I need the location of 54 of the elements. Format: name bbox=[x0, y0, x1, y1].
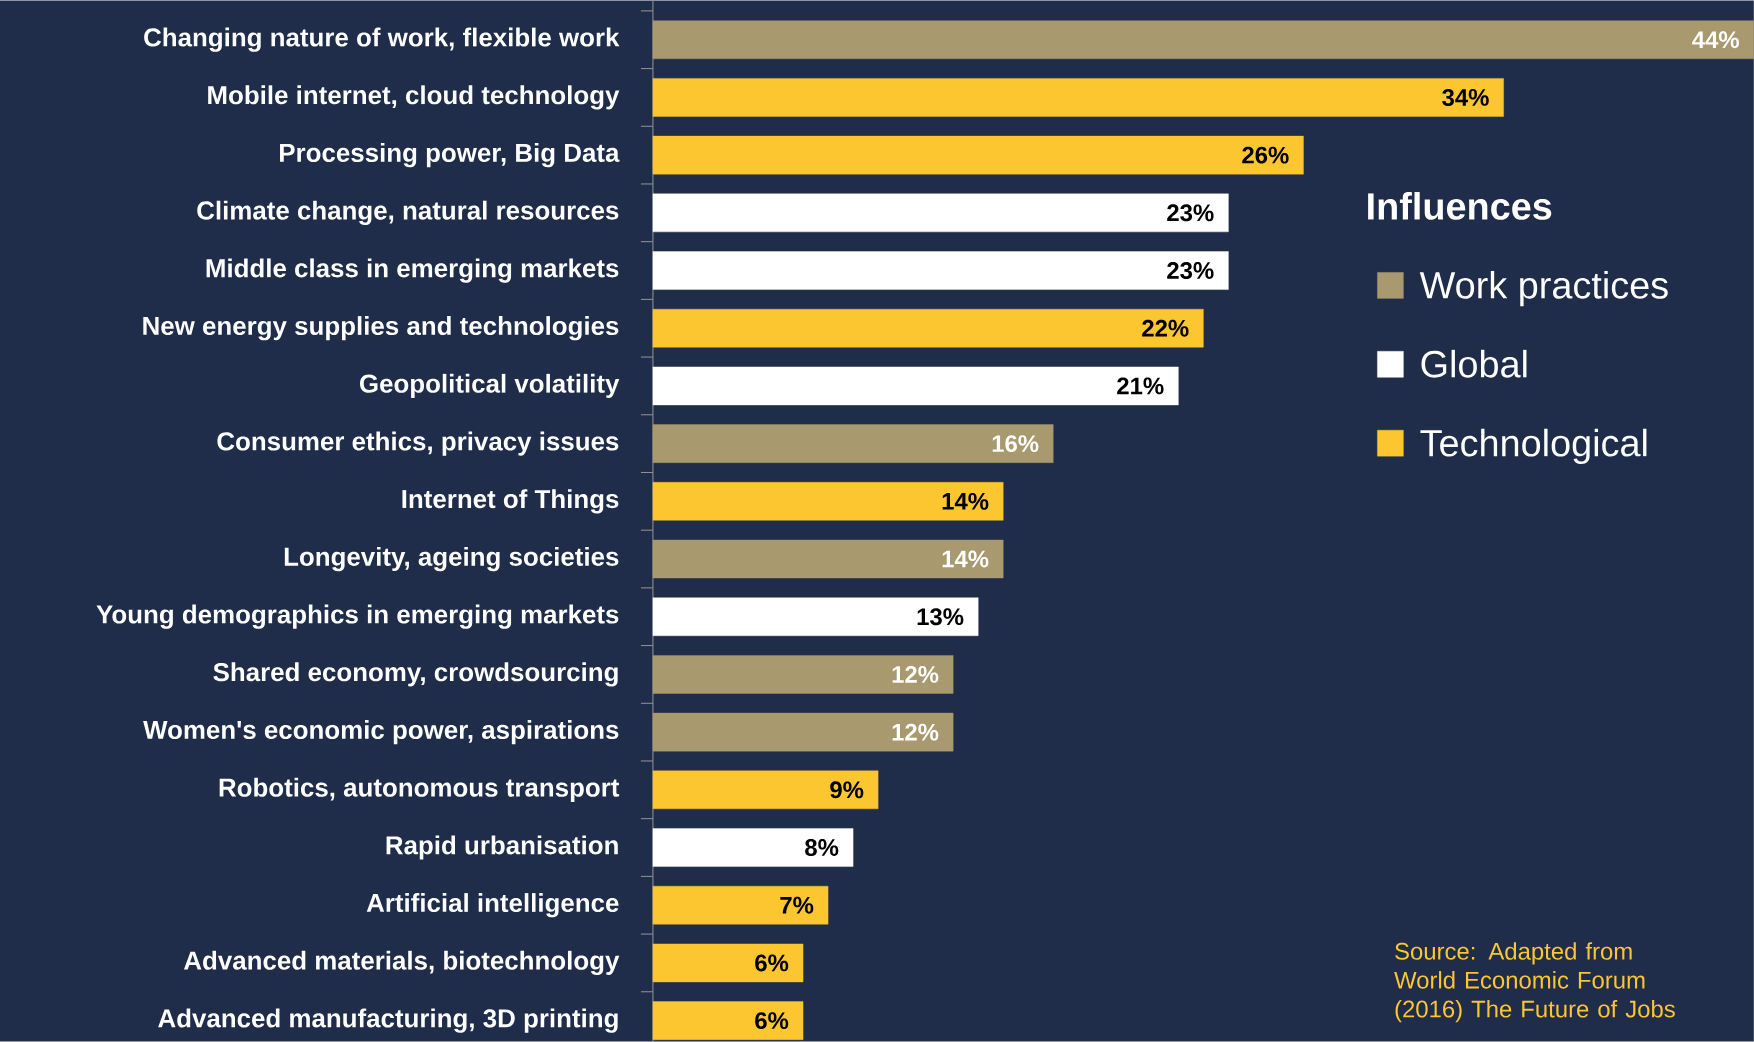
data-label: 12% bbox=[892, 666, 939, 683]
bar bbox=[652, 251, 1229, 290]
y-tick-label: Advanced manufacturing, 3D printing bbox=[158, 1008, 618, 1033]
data-label: 13% bbox=[917, 608, 964, 626]
bar bbox=[652, 78, 1504, 117]
bar bbox=[652, 597, 979, 637]
bar bbox=[652, 309, 1204, 348]
y-tick-label: Internet of Things bbox=[402, 489, 619, 514]
data-label: 34% bbox=[1442, 89, 1489, 106]
bar bbox=[652, 366, 1179, 406]
y-tick-label: Processing power, Big Data bbox=[280, 143, 620, 168]
bar bbox=[652, 828, 854, 867]
data-label: 8% bbox=[805, 839, 839, 857]
y-tick-label: Climate change, natural resources bbox=[197, 200, 619, 226]
y-tick-label: Middle class in emerging markets bbox=[206, 258, 619, 283]
data-label: 23% bbox=[1167, 204, 1214, 222]
bar bbox=[652, 193, 1229, 233]
legend-label: Work practices bbox=[1419, 271, 1668, 307]
y-tick-label: Advanced materials, biotechnology bbox=[183, 950, 620, 976]
bar bbox=[652, 135, 1304, 175]
y-tick-label: New energy supplies and technologies bbox=[143, 316, 619, 341]
data-label: 44% bbox=[1692, 31, 1739, 49]
y-tick-label: Longevity, ageing societies bbox=[284, 546, 619, 572]
data-label: 7% bbox=[780, 896, 814, 914]
annotation: Source: Adapted from World Economic Forum (2016) The Future of Jobs bbox=[1394, 942, 1675, 1023]
y-tick-label: Geopolitical volatility bbox=[359, 373, 620, 399]
y-tick-label: Robotics, autonomous transport bbox=[219, 777, 620, 802]
legend-label: Technological bbox=[1420, 428, 1647, 465]
legend-label: Global bbox=[1421, 349, 1527, 378]
data-label: 21% bbox=[1117, 377, 1164, 395]
data-label: 26% bbox=[1242, 146, 1289, 164]
y-tick-label: Artificial intelligence bbox=[366, 893, 619, 918]
bar bbox=[652, 482, 1004, 521]
y-tick-label: Changing nature of work, flexible work bbox=[144, 27, 620, 52]
y-tick-label: Young demographics in emerging markets bbox=[96, 604, 619, 629]
data-label: 12% bbox=[892, 723, 939, 741]
bar bbox=[652, 886, 829, 925]
y-tick-label: Shared economy, crowdsourcing bbox=[213, 662, 618, 687]
y-tick-label: Women's economic power, aspirations bbox=[143, 720, 619, 745]
legend-title: Influences bbox=[1368, 192, 1552, 220]
bar bbox=[652, 1001, 804, 1040]
data-label: 22% bbox=[1142, 319, 1189, 337]
data-label: 23% bbox=[1167, 262, 1214, 280]
y-tick-label: Consumer ethics, privacy issues bbox=[217, 431, 619, 456]
data-label: 14% bbox=[942, 492, 989, 510]
data-label: 6% bbox=[755, 1012, 789, 1030]
y-tick-label: Mobile internet, cloud technology bbox=[208, 85, 620, 110]
data-label: 6% bbox=[755, 954, 789, 972]
y-tick-label: Rapid urbanisation bbox=[386, 835, 618, 860]
data-label: 14% bbox=[942, 550, 989, 568]
bar bbox=[652, 943, 804, 983]
data-label: 16% bbox=[992, 435, 1039, 453]
bar bbox=[652, 770, 879, 810]
data-label: 9% bbox=[830, 781, 864, 799]
